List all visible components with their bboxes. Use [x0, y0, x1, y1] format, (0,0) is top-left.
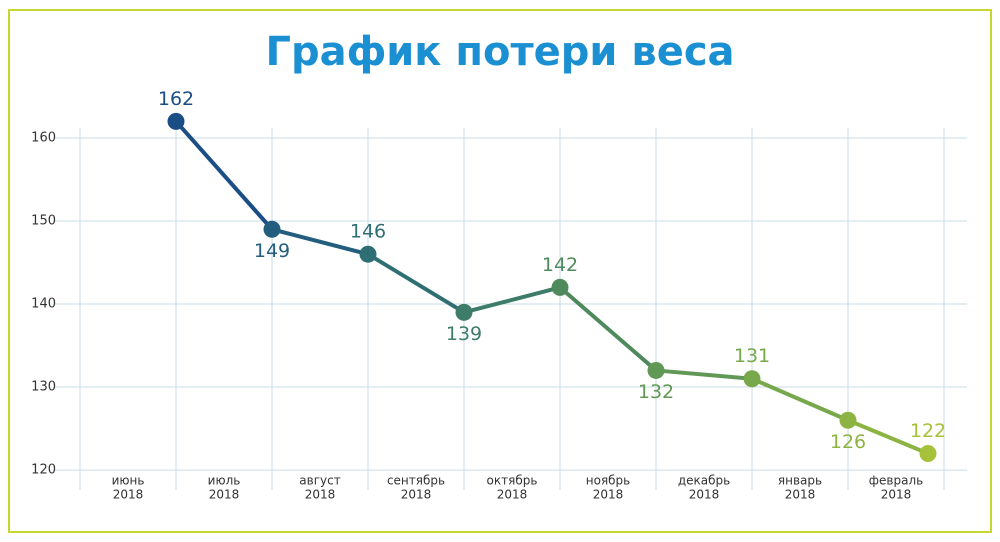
y-tick-label: 150 [31, 213, 56, 228]
point [167, 112, 185, 130]
x-tick-label: 2018 [593, 488, 624, 502]
x-tick-label: январь [778, 474, 822, 488]
point [551, 278, 569, 296]
x-tick-label: декабрь [678, 474, 730, 488]
x-tick-label: октябрь [487, 474, 538, 488]
chart-title: График потери веса [265, 29, 734, 75]
point [455, 303, 473, 321]
value-label: 146 [350, 221, 386, 243]
y-tick-label: 160 [31, 130, 56, 145]
point [359, 245, 377, 263]
line-segment [366, 252, 466, 315]
x-tick-label: июнь [112, 474, 145, 488]
frame [8, 9, 992, 533]
x-tick-label: 2018 [209, 488, 240, 502]
value-label: 139 [446, 323, 482, 345]
x-tick-label: 2018 [689, 488, 720, 502]
value-label: 162 [158, 88, 194, 110]
value-label: 142 [542, 254, 578, 276]
x-tick-label: 2018 [497, 488, 528, 502]
x-tick-label: ноябрь [586, 474, 631, 488]
x-tick-label: сентябрь [387, 474, 445, 488]
x-tick-label: июль [208, 474, 241, 488]
y-tick-label: 130 [31, 380, 56, 395]
point [839, 411, 857, 429]
x-tick-label: 2018 [401, 488, 432, 502]
value-label: 122 [910, 420, 946, 442]
value-label: 132 [638, 381, 674, 403]
line-segment [846, 418, 930, 456]
x-tick-label: август [299, 474, 340, 488]
line-segment [174, 119, 274, 232]
point [647, 361, 665, 379]
x-tick-label: февраль [869, 474, 923, 488]
point [263, 220, 281, 238]
y-tick-label: 140 [31, 297, 56, 312]
x-tick-label: 2018 [881, 488, 912, 502]
point [919, 444, 937, 462]
value-label: 149 [254, 240, 290, 262]
value-label: 126 [830, 431, 866, 453]
line-segment [654, 368, 754, 381]
point [743, 370, 761, 388]
line-segment [558, 285, 658, 373]
value-label: 131 [734, 345, 770, 367]
line-segment [270, 227, 370, 257]
x-tick-label: 2018 [785, 488, 816, 502]
x-tick-label: 2018 [113, 488, 144, 502]
y-tick-label: 120 [31, 463, 56, 478]
line-segment [462, 285, 562, 315]
line-segment [750, 376, 850, 423]
x-tick-label: 2018 [305, 488, 336, 502]
